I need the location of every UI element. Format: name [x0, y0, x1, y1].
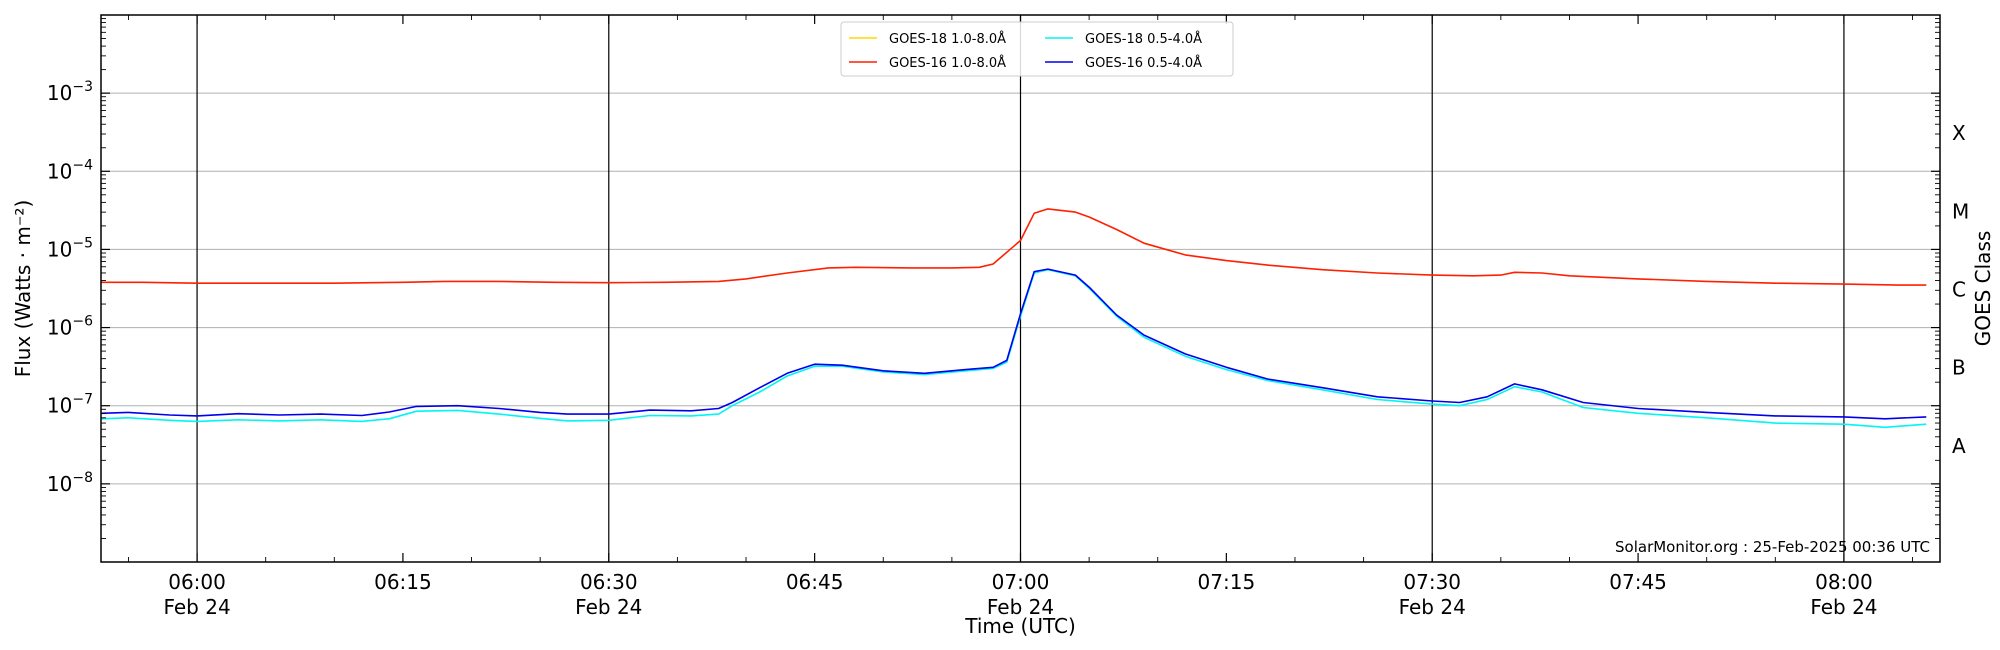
goes-class-label: M — [1952, 199, 1969, 223]
series-line — [100, 268, 1927, 420]
legend: GOES-18 1.0-8.0Å GOES-16 1.0-8.0Å GOES-18 … — [840, 21, 1234, 77]
goes-class-label: B — [1952, 356, 1966, 380]
y-tick-label: 10−8 — [47, 470, 93, 496]
x-tick-date-label: Feb 24 — [1810, 595, 1877, 619]
x-tick-date-label: Feb 24 — [575, 595, 642, 619]
x-tick-date-label: Feb 24 — [163, 595, 230, 619]
day-marker-lines — [196, 15, 1845, 562]
x-tick-label: 07:30 — [1403, 570, 1461, 594]
y-tick-label: 10−5 — [47, 235, 93, 261]
legend-label: GOES-16 0.5-4.0Å — [1085, 55, 1202, 71]
x-tick-label: 07:45 — [1609, 570, 1667, 594]
x-tick-label: 07:15 — [1198, 570, 1256, 594]
y-tick-label: 10−4 — [47, 157, 93, 183]
goes-class-labels: A B C M X — [1952, 121, 1969, 458]
goes-class-label: A — [1952, 434, 1966, 458]
legend-label: GOES-18 1.0-8.0Å — [889, 31, 1006, 47]
legend-box — [840, 21, 1234, 77]
x-tick-label: 06:30 — [580, 570, 638, 594]
x-axis-title: Time (UTC) — [964, 614, 1076, 638]
x-tick-label: 08:00 — [1815, 570, 1873, 594]
x-tick-label: 06:45 — [786, 570, 844, 594]
x-tick-label: 06:00 — [168, 570, 226, 594]
x-tick-date-label: Feb 24 — [987, 595, 1054, 619]
right-axis-title: GOES Class — [1971, 231, 1995, 347]
credit-annotation: SolarMonitor.org : 25-Feb-2025 00:36 UTC — [1615, 538, 1930, 556]
y-axis-title: Flux (Watts · m⁻²) — [11, 200, 35, 378]
y-axis-ticks: 10−8 10−7 10−6 10−5 10−4 10−3 — [47, 18, 1940, 539]
goes-class-label: X — [1952, 121, 1966, 145]
y-tick-label: 10−3 — [47, 79, 93, 105]
x-tick-label: 06:15 — [374, 570, 432, 594]
series-lines — [100, 208, 1927, 429]
x-tick-date-label: Feb 24 — [1399, 595, 1466, 619]
y-tick-label: 10−6 — [47, 314, 93, 340]
series-line — [100, 268, 1927, 429]
goes-class-label: C — [1952, 278, 1966, 302]
legend-label: GOES-18 0.5-4.0Å — [1085, 31, 1202, 47]
legend-label: GOES-16 1.0-8.0Å — [889, 55, 1006, 71]
y-tick-label: 10−7 — [47, 392, 93, 418]
x-tick-label: 07:00 — [992, 570, 1050, 594]
series-line — [101, 208, 1927, 286]
